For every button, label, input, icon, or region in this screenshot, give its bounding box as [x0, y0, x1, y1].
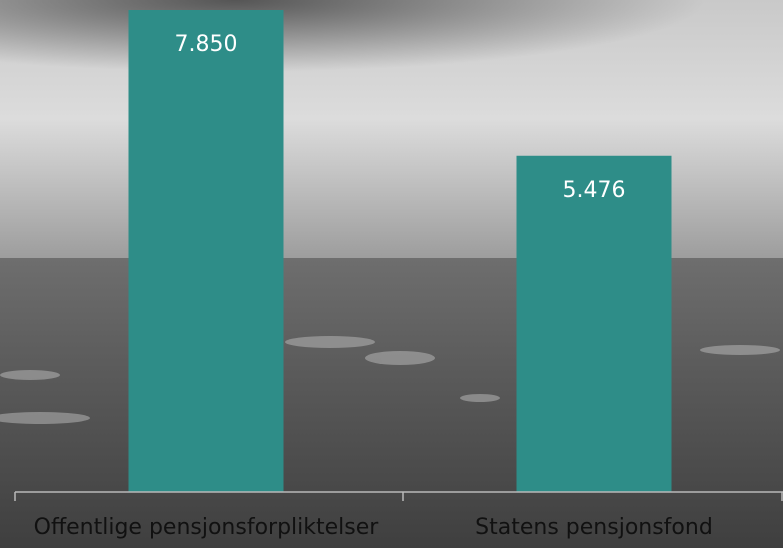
x-tick-label: Statens pensjonsfond	[475, 515, 713, 540]
chart: 7.850 Offentlige pensjonsforpliktelser 5.4…	[0, 0, 783, 548]
bar	[517, 156, 672, 492]
bar	[129, 10, 284, 492]
x-tick-label: Offentlige pensjonsforpliktelser	[34, 515, 380, 540]
page: 7.850 Offentlige pensjonsforpliktelser 5.4…	[0, 0, 783, 548]
value-label: 7.850	[175, 32, 238, 57]
value-label: 5.476	[563, 178, 626, 203]
background-cloud	[0, 0, 783, 120]
